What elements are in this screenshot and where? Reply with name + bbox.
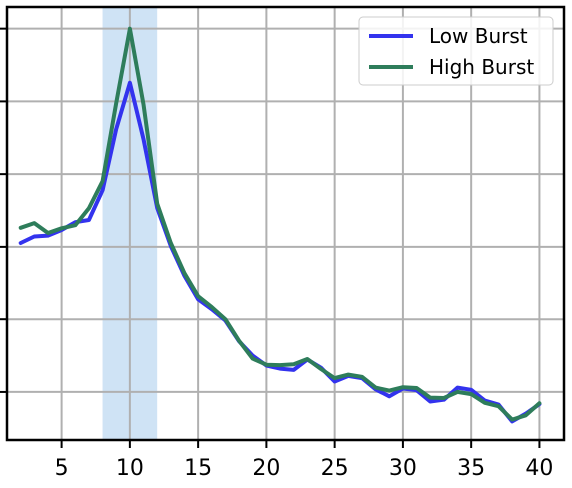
x-tick-label: 25 [321, 456, 349, 481]
series-line-low-burst [18, 80, 542, 424]
x-tick-label: 5 [55, 456, 69, 481]
x-tick-label: 20 [252, 456, 280, 481]
legend-label-high-burst: High Burst [429, 55, 534, 79]
x-tick-label: 30 [389, 456, 417, 481]
series-lines [18, 26, 542, 424]
y-axis-ticks [0, 27, 7, 393]
x-tick-label: 35 [457, 456, 485, 481]
x-tick-label: 40 [525, 456, 553, 481]
plot-frame [5, 5, 566, 442]
x-tick-label: 10 [116, 456, 144, 481]
x-axis-ticks: 5 10 15 20 25 30 35 40 [55, 440, 553, 481]
x-tick-label: 15 [184, 456, 212, 481]
legend: Low Burst High Burst [358, 16, 554, 86]
series-line-high-burst [18, 26, 542, 422]
legend-label-low-burst: Low Burst [429, 24, 528, 48]
